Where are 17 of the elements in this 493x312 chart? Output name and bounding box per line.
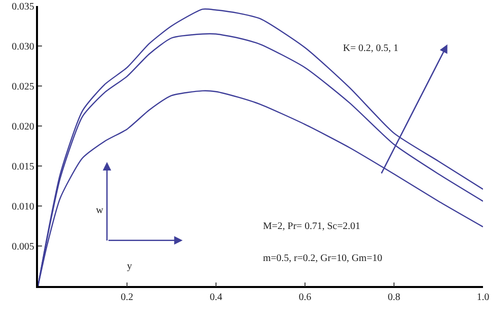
- y-tick-label: 0.030: [12, 42, 34, 52]
- annotation: M=2, Pr= 0.71, Sc=2.01: [263, 221, 360, 232]
- x-tick-label: 0.4: [210, 292, 222, 303]
- y-tick-label: 0.020: [12, 122, 34, 132]
- y-tick-label: 0.010: [12, 202, 34, 212]
- x-tick-label: 0.6: [298, 292, 312, 303]
- y-tick-label: 0.035: [12, 2, 34, 12]
- y-tick-label: 0.015: [12, 162, 34, 172]
- annotation: K= 0.2, 0.5, 1: [343, 43, 398, 54]
- y-tick-label: 0.005: [12, 242, 34, 252]
- y-axis-title: w: [96, 205, 104, 216]
- annotation: m=0.5, r=0.2, Gr=10, Gm=10: [263, 253, 382, 264]
- x-axis-title: y: [127, 261, 132, 272]
- x-tick-label: 1.0: [476, 292, 490, 303]
- y-tick-label: 0.025: [12, 82, 34, 92]
- x-tick-label: 0.8: [388, 292, 400, 303]
- x-tick-label: 0.2: [120, 292, 134, 303]
